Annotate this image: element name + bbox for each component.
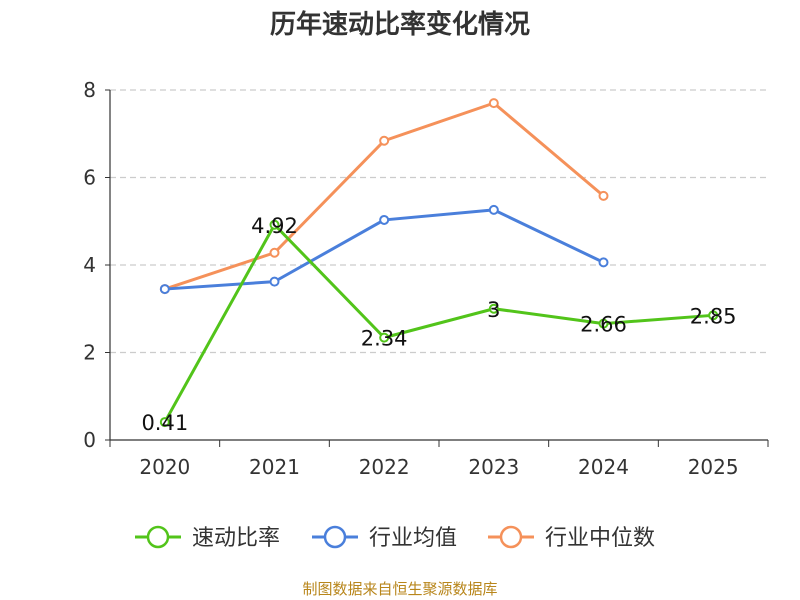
data-labels: 0.41 4.92 2.34 3 2.66 2.85 xyxy=(141,214,736,435)
y-tick-label: 2 xyxy=(83,341,96,365)
data-point xyxy=(488,98,499,109)
legend-swatch-marker xyxy=(146,525,170,549)
y-tick-label: 8 xyxy=(83,78,96,102)
series-lines xyxy=(159,98,719,428)
series-line-0 xyxy=(163,223,714,423)
data-point xyxy=(159,284,170,295)
data-label: 2.85 xyxy=(690,304,737,328)
data-point xyxy=(708,310,719,321)
x-tick-label: 2025 xyxy=(688,455,739,479)
data-point xyxy=(379,214,390,225)
legend-swatch-marker xyxy=(499,525,523,549)
data-point xyxy=(488,303,499,314)
x-tick-label: 2022 xyxy=(359,455,410,479)
data-label: 4.92 xyxy=(251,214,298,238)
data-point xyxy=(488,204,499,215)
data-label: 3 xyxy=(487,298,500,322)
source-note: 制图数据来自恒生聚源数据库 xyxy=(302,580,498,598)
data-point xyxy=(159,417,170,428)
y-tick-label: 0 xyxy=(83,428,96,452)
x-tick-label: 2021 xyxy=(249,455,300,479)
legend-label: 速动比率 xyxy=(192,526,280,551)
data-point xyxy=(598,318,609,329)
y-tick-label: 4 xyxy=(83,253,96,277)
axes: 0 2 4 6 8 2020 2021 2022 2023 2024 2025 xyxy=(83,78,769,479)
data-point xyxy=(269,219,280,230)
series-line-2 xyxy=(164,101,605,291)
grid-lines xyxy=(110,89,768,354)
x-tick-label: 2023 xyxy=(468,455,519,479)
data-point xyxy=(269,247,280,258)
data-label: 0.41 xyxy=(141,411,188,435)
legend-label: 行业中位数 xyxy=(545,526,655,551)
data-point xyxy=(379,135,390,146)
data-point xyxy=(598,257,609,268)
data-point xyxy=(269,276,280,287)
x-tick-label: 2020 xyxy=(139,455,190,479)
x-tick-label: 2024 xyxy=(578,455,629,479)
legend: 速动比率 行业均值 行业中位数 xyxy=(135,525,655,551)
data-label: 2.66 xyxy=(580,313,627,337)
data-label: 2.34 xyxy=(361,327,408,351)
y-tick-label: 6 xyxy=(83,166,96,190)
legend-label: 行业均值 xyxy=(369,526,457,551)
data-point xyxy=(379,332,390,343)
legend-swatch-marker xyxy=(323,525,347,549)
data-point xyxy=(598,190,609,201)
chart-title: 历年速动比率变化情况 xyxy=(269,10,530,40)
